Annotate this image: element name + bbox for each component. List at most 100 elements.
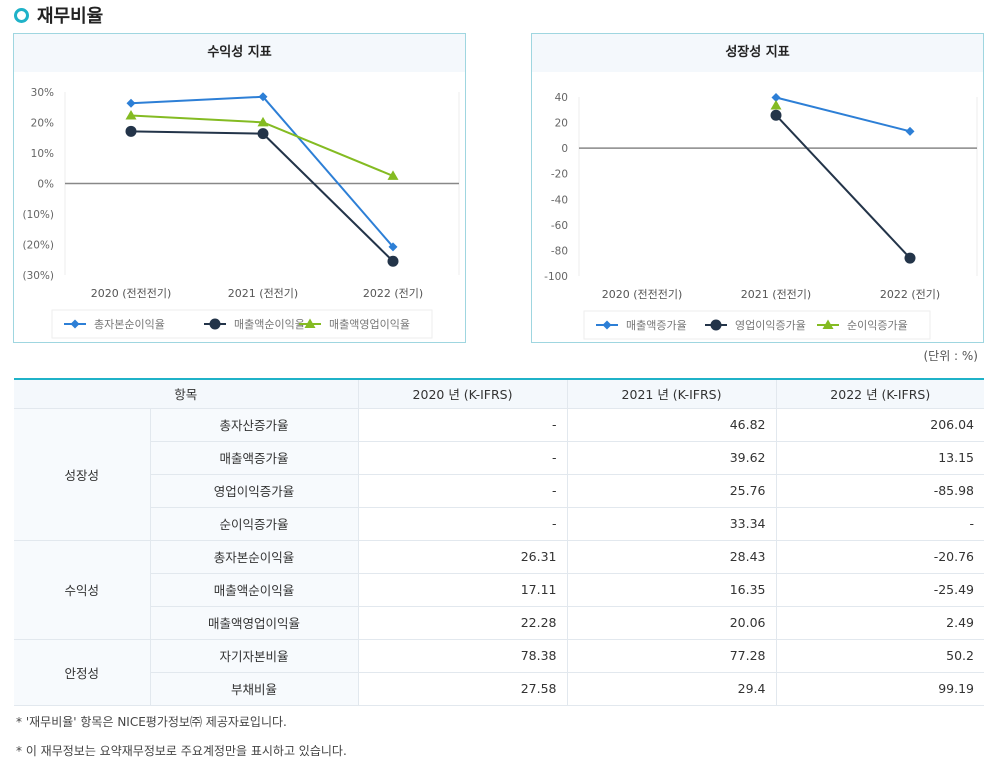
data-point (905, 126, 915, 136)
data-point (771, 92, 781, 102)
legend-box (51, 309, 433, 339)
legend-item[interactable]: 매출액영업이익율 (299, 318, 410, 331)
series-line (775, 96, 911, 133)
value-cell: - (357, 440, 568, 475)
data-point (770, 109, 782, 121)
legend-item[interactable]: 총자본순이익율 (64, 318, 165, 331)
item-label: 매출액순이익율 (150, 572, 359, 607)
value-cell: 26.31 (357, 539, 568, 574)
value-cell: 78.38 (357, 638, 568, 673)
series-line (262, 96, 394, 248)
value-cell: 50.2 (775, 638, 984, 673)
x-tick-label: 2020 (전전전기) (602, 288, 683, 301)
data-point (257, 116, 269, 127)
value-cell: - (357, 407, 568, 442)
series-2 (125, 110, 399, 180)
legend-label: 매출액순이익율 (234, 318, 305, 331)
data-point (258, 92, 268, 102)
y-tick-label: 20% (31, 118, 54, 130)
value-cell: 28.43 (566, 539, 777, 574)
data-point (125, 125, 137, 137)
legend-item[interactable]: 매출액순이익율 (204, 318, 305, 331)
legend-item[interactable]: 매출액증가율 (596, 319, 687, 332)
value-cell: -25.49 (775, 572, 984, 607)
item-label: 자기자본비율 (149, 638, 359, 673)
legend-label: 총자본순이익율 (94, 318, 165, 331)
group-label: 수익성 (14, 539, 151, 640)
unit-label: (단위 : %) (923, 349, 978, 363)
note-summary: * 이 재무정보는 요약재무정보로 주요계정만을 표시하고 있습니다. (16, 744, 347, 758)
value-cell: 16.35 (566, 572, 777, 607)
chart-svg: 30% 20% 10% 0% (10%) (20%) (30%) 2020 (전전전기) 202… (22, 87, 460, 339)
series-0 (771, 92, 915, 136)
item-label: 총자본순이익율 (149, 539, 359, 574)
circle-icon (209, 318, 221, 330)
item-label: 매출액증가율 (150, 440, 359, 475)
legend-item[interactable]: 영업이익증가율 (705, 319, 806, 332)
table-row: 수익성 총자본순이익율 26.31 28.43 -20.76 (14, 539, 984, 640)
chart-title: 성장성 지표 (532, 34, 983, 72)
series-line (262, 121, 394, 177)
value-cell: 17.11 (357, 572, 568, 607)
table-row: 안정성 자기자본비율 78.38 77.28 50.2 (14, 638, 984, 706)
y-tick-label: -100 (544, 271, 568, 283)
legend-box (583, 310, 931, 340)
y-tick-label: (20%) (22, 240, 54, 252)
data-point (388, 242, 398, 252)
x-tick-label: 2022 (전기) (363, 287, 423, 300)
growth-chart: 성장성 지표 40 20 0 -20 -40 -60 -80 -100 2020 (전전전기) 20… (531, 33, 984, 343)
ratio-table: 항목 2020 년 (K-IFRS) 2021 년 (K-IFRS) 2022 … (14, 378, 984, 706)
series-line (130, 130, 264, 135)
series-line (262, 132, 394, 262)
col-header-item: 항목 (14, 379, 359, 409)
x-tick-label: 2021 (전전기) (228, 287, 298, 300)
col-header-2021: 2021 년 (K-IFRS) (566, 379, 777, 409)
y-tick-label: (30%) (22, 270, 54, 282)
value-cell: 29.4 (566, 671, 777, 706)
col-header-2022: 2022 년 (K-IFRS) (775, 379, 984, 409)
y-tick-label: -40 (551, 194, 568, 206)
data-point (387, 170, 399, 180)
chart-svg: 40 20 0 -20 -40 -60 -80 -100 2020 (전전전기) 2021 (전전… (544, 92, 978, 340)
legend-item[interactable]: 순이익증가율 (817, 319, 908, 332)
table-row: 성장성 총자산증가율 -46.82 206.04 (14, 407, 984, 541)
series-0 (126, 92, 398, 252)
value-cell: 20.06 (566, 605, 777, 640)
item-label: 영업이익증가율 (150, 473, 359, 508)
value-cell: - (775, 506, 984, 541)
legend-label: 영업이익증가율 (735, 319, 806, 332)
y-tick-label: 40 (555, 92, 568, 104)
legend-label: 매출액증가율 (626, 319, 687, 332)
value-cell: -20.76 (775, 539, 984, 574)
table-row: 매출액증가율 -39.62 13.15 (14, 440, 984, 475)
y-tick-label: (10%) (22, 209, 54, 221)
data-point (387, 255, 399, 267)
y-tick-label: -20 (551, 169, 568, 181)
value-cell: 39.62 (566, 440, 777, 475)
value-cell: 13.15 (775, 440, 984, 475)
section-title: 재무비율 (14, 2, 103, 28)
item-label: 부채비율 (150, 671, 359, 706)
table-row: 순이익증가율 -33.34- (14, 506, 984, 541)
circle-icon (14, 7, 29, 23)
item-label: 총자산증가율 (149, 407, 359, 442)
table-row: 매출액순이익율 17.11 16.35 -25.49 (14, 572, 984, 607)
x-tick-label: 2020 (전전전기) (91, 287, 172, 300)
series-2 (770, 100, 782, 110)
profitability-chart: 수익성 지표 30% 20% 10% 0% (10%) (20%) (30%) 2020 (전전… (13, 33, 466, 343)
table-row: 영업이익증가율 -25.76 -85.98 (14, 473, 984, 508)
value-cell: 46.82 (566, 407, 777, 442)
value-cell: - (357, 506, 568, 541)
y-tick-label: 0 (561, 143, 568, 155)
chart-title: 수익성 지표 (14, 34, 465, 72)
data-point (770, 100, 782, 110)
value-cell: 25.76 (566, 473, 777, 508)
y-tick-label: 10% (31, 148, 54, 160)
group-label: 안정성 (14, 638, 151, 706)
data-point (126, 98, 136, 108)
item-label: 순이익증가율 (150, 506, 359, 541)
legend-label: 매출액영업이익율 (329, 318, 410, 331)
series-line (130, 114, 264, 124)
y-tick-label: 30% (31, 87, 54, 99)
value-cell: -85.98 (775, 473, 984, 508)
